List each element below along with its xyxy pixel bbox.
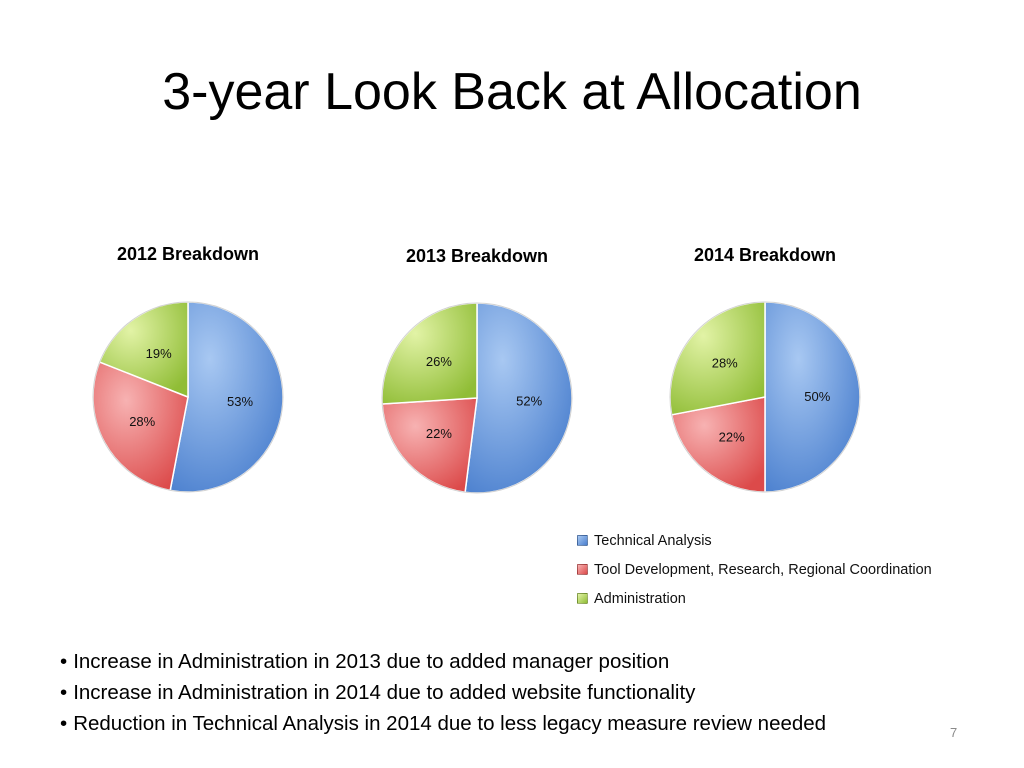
- pie-slice-2014-administration: [669, 301, 766, 416]
- pie-slice-2014-tool-development: [670, 396, 766, 493]
- pie-slice-2013-tool-development: [381, 397, 478, 494]
- data-label-2012-tool-development: 28%: [129, 414, 155, 429]
- legend-swatch-tool-development: [577, 564, 588, 575]
- data-label-2014-administration: 28%: [712, 356, 738, 371]
- data-label-2013-administration: 26%: [426, 354, 452, 369]
- data-label-2012-administration: 19%: [146, 346, 172, 361]
- data-label-2014-technical-analysis: 50%: [804, 389, 830, 404]
- legend-item-administration: Administration: [577, 584, 932, 613]
- legend-item-tool-development: Tool Development, Research, Regional Coo…: [577, 555, 932, 584]
- pie-slice-2012-technical-analysis: [169, 301, 284, 493]
- slide-title: 3-year Look Back at Allocation: [162, 63, 862, 121]
- pie-slice-2012-tool-development: [92, 361, 189, 492]
- pie-slice-2014-technical-analysis: [764, 301, 861, 493]
- chart-title-2012: 2012 Breakdown: [116, 244, 260, 264]
- bullet-item: • Reduction in Technical Analysis in 2014…: [60, 712, 827, 735]
- chart-title-2013: 2013 Breakdown: [405, 246, 549, 266]
- legend-label-tool-development: Tool Development, Research, Regional Coo…: [594, 561, 932, 578]
- legend-label-administration: Administration: [594, 590, 686, 607]
- legend-label-technical-analysis: Technical Analysis: [594, 532, 712, 549]
- bullet-text: Increase in Administration in 2014 due t…: [73, 681, 696, 704]
- bullet-text: Reduction in Technical Analysis in 2014 …: [73, 712, 827, 735]
- page-number: 7: [950, 725, 958, 740]
- pie-rim-2014: [669, 301, 861, 493]
- bullet-text: Increase in Administration in 2013 due t…: [73, 650, 670, 673]
- data-label-2012-technical-analysis: 53%: [227, 394, 253, 409]
- pie-slice-2012-administration: [98, 301, 189, 399]
- chart-legend: Technical Analysis Tool Development, Res…: [577, 526, 932, 613]
- bullet-list: • Increase in Administration in 2013 due …: [60, 650, 826, 743]
- pie-slice-2013-technical-analysis: [464, 302, 573, 494]
- bullet-item: • Increase in Administration in 2013 due …: [60, 650, 670, 673]
- legend-swatch-administration: [577, 593, 588, 604]
- pie-rim-2012: [92, 301, 284, 493]
- legend-item-technical-analysis: Technical Analysis: [577, 526, 932, 555]
- pie-slice-2013-administration: [381, 302, 478, 405]
- data-label-2014-tool-development: 22%: [719, 429, 745, 444]
- data-label-2013-tool-development: 22%: [426, 426, 452, 441]
- bullet-item: • Increase in Administration in 2014 due …: [60, 681, 696, 704]
- chart-title-2014: 2014 Breakdown: [693, 245, 837, 265]
- legend-swatch-technical-analysis: [577, 535, 588, 546]
- data-label-2013-technical-analysis: 52%: [516, 393, 542, 408]
- pie-rim-2013: [381, 302, 573, 494]
